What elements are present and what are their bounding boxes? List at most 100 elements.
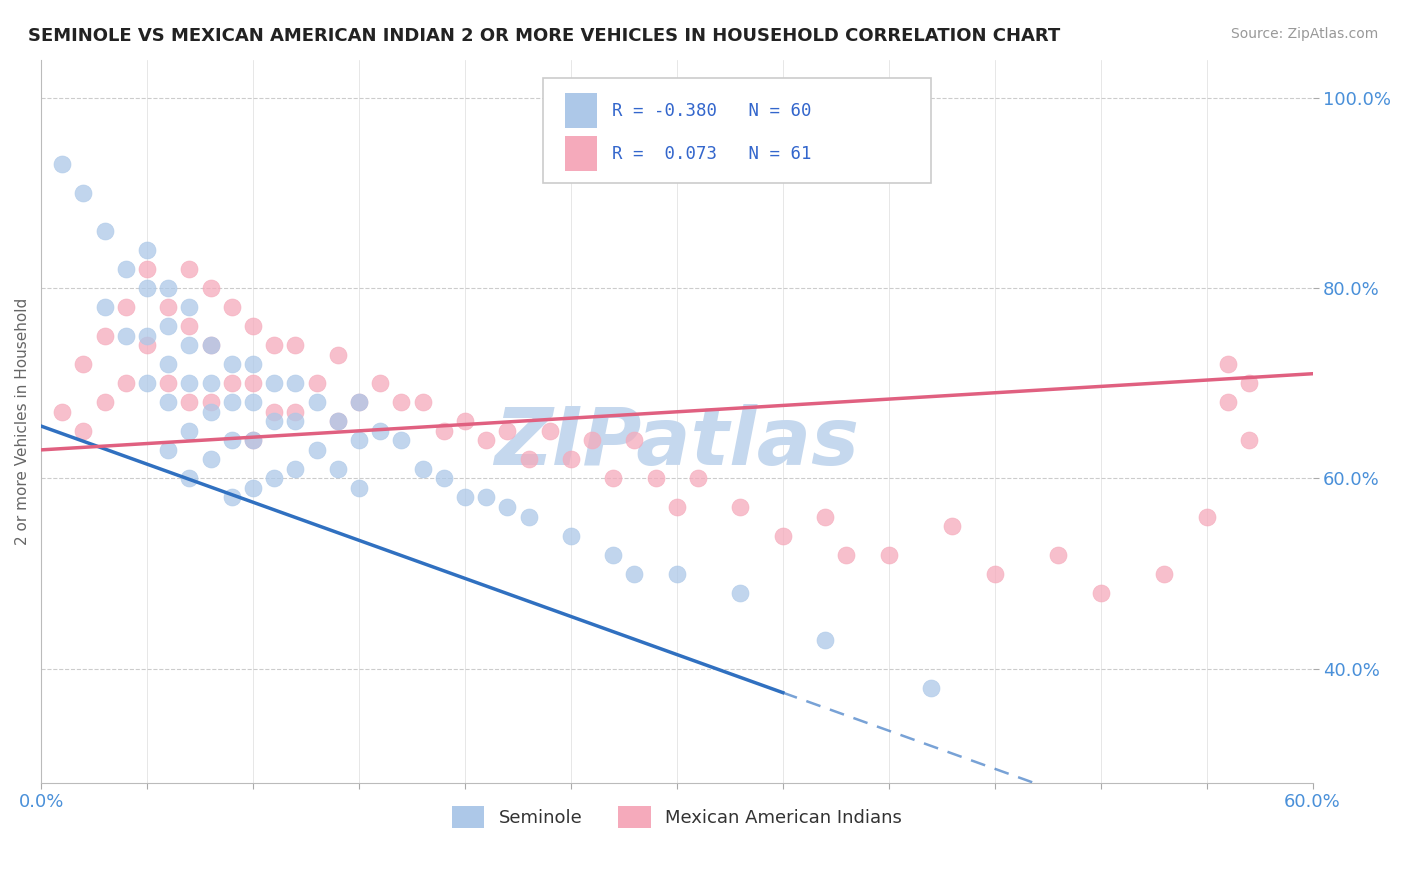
Point <box>730 585 752 599</box>
Point <box>157 395 180 409</box>
Point <box>1237 434 1260 448</box>
Point <box>136 243 159 257</box>
Point <box>284 405 307 419</box>
Point <box>305 376 328 391</box>
Point <box>242 376 264 391</box>
Point <box>136 262 159 277</box>
Point <box>242 395 264 409</box>
Point <box>115 376 138 391</box>
Point <box>157 300 180 314</box>
Point <box>877 548 900 562</box>
Point <box>814 633 837 648</box>
Point <box>433 424 456 438</box>
Point <box>305 442 328 457</box>
Point <box>496 424 519 438</box>
Point <box>263 414 285 428</box>
Point <box>179 300 201 314</box>
Point <box>602 471 624 485</box>
Point <box>1153 566 1175 581</box>
Point <box>284 462 307 476</box>
Point <box>136 328 159 343</box>
FancyBboxPatch shape <box>543 78 931 183</box>
Point <box>157 376 180 391</box>
Point <box>179 262 201 277</box>
Point <box>242 357 264 371</box>
Point <box>412 462 434 476</box>
Point <box>941 519 963 533</box>
Point <box>221 357 243 371</box>
Point <box>305 395 328 409</box>
Point <box>1216 357 1239 371</box>
Point <box>644 471 666 485</box>
Point <box>263 376 285 391</box>
Point <box>221 300 243 314</box>
Point <box>179 376 201 391</box>
Point <box>200 338 222 352</box>
Point <box>242 481 264 495</box>
Point <box>115 262 138 277</box>
Point <box>221 491 243 505</box>
Point <box>454 491 477 505</box>
Point <box>136 338 159 352</box>
Point <box>412 395 434 409</box>
Point <box>200 281 222 295</box>
Point <box>347 434 370 448</box>
Point <box>200 338 222 352</box>
Point <box>221 434 243 448</box>
Point <box>772 528 794 542</box>
Point <box>263 405 285 419</box>
Point <box>284 376 307 391</box>
Point <box>179 424 201 438</box>
Point <box>389 395 412 409</box>
Point <box>179 395 201 409</box>
Point <box>93 395 115 409</box>
Point <box>263 471 285 485</box>
Point <box>326 414 349 428</box>
Point <box>1090 585 1112 599</box>
Point <box>433 471 456 485</box>
Point <box>665 500 688 514</box>
Point <box>368 376 391 391</box>
Point <box>115 328 138 343</box>
Point <box>157 281 180 295</box>
Point <box>368 424 391 438</box>
Point <box>200 405 222 419</box>
Point <box>72 424 94 438</box>
Point <box>179 319 201 334</box>
Point <box>496 500 519 514</box>
Text: SEMINOLE VS MEXICAN AMERICAN INDIAN 2 OR MORE VEHICLES IN HOUSEHOLD CORRELATION : SEMINOLE VS MEXICAN AMERICAN INDIAN 2 OR… <box>28 27 1060 45</box>
Bar <box>565 136 596 171</box>
Point <box>623 434 645 448</box>
Point <box>93 328 115 343</box>
Point <box>581 434 603 448</box>
Point <box>665 566 688 581</box>
Point <box>72 357 94 371</box>
Point <box>136 376 159 391</box>
Point <box>814 509 837 524</box>
Text: Source: ZipAtlas.com: Source: ZipAtlas.com <box>1230 27 1378 41</box>
Point <box>1237 376 1260 391</box>
Point <box>538 424 561 438</box>
Legend: Seminole, Mexican American Indians: Seminole, Mexican American Indians <box>444 799 910 836</box>
Point <box>1047 548 1070 562</box>
Point <box>93 224 115 238</box>
Point <box>51 157 73 171</box>
Point <box>221 376 243 391</box>
Point <box>602 548 624 562</box>
Text: R = -0.380   N = 60: R = -0.380 N = 60 <box>612 102 811 120</box>
Point <box>835 548 858 562</box>
Point <box>347 395 370 409</box>
Point <box>686 471 709 485</box>
Point <box>983 566 1005 581</box>
Point <box>517 509 540 524</box>
Point <box>730 500 752 514</box>
Point <box>326 462 349 476</box>
Point <box>242 434 264 448</box>
Point <box>136 281 159 295</box>
Point <box>200 395 222 409</box>
Point <box>475 434 498 448</box>
Point <box>623 566 645 581</box>
Point <box>179 338 201 352</box>
Point <box>179 471 201 485</box>
Point <box>454 414 477 428</box>
